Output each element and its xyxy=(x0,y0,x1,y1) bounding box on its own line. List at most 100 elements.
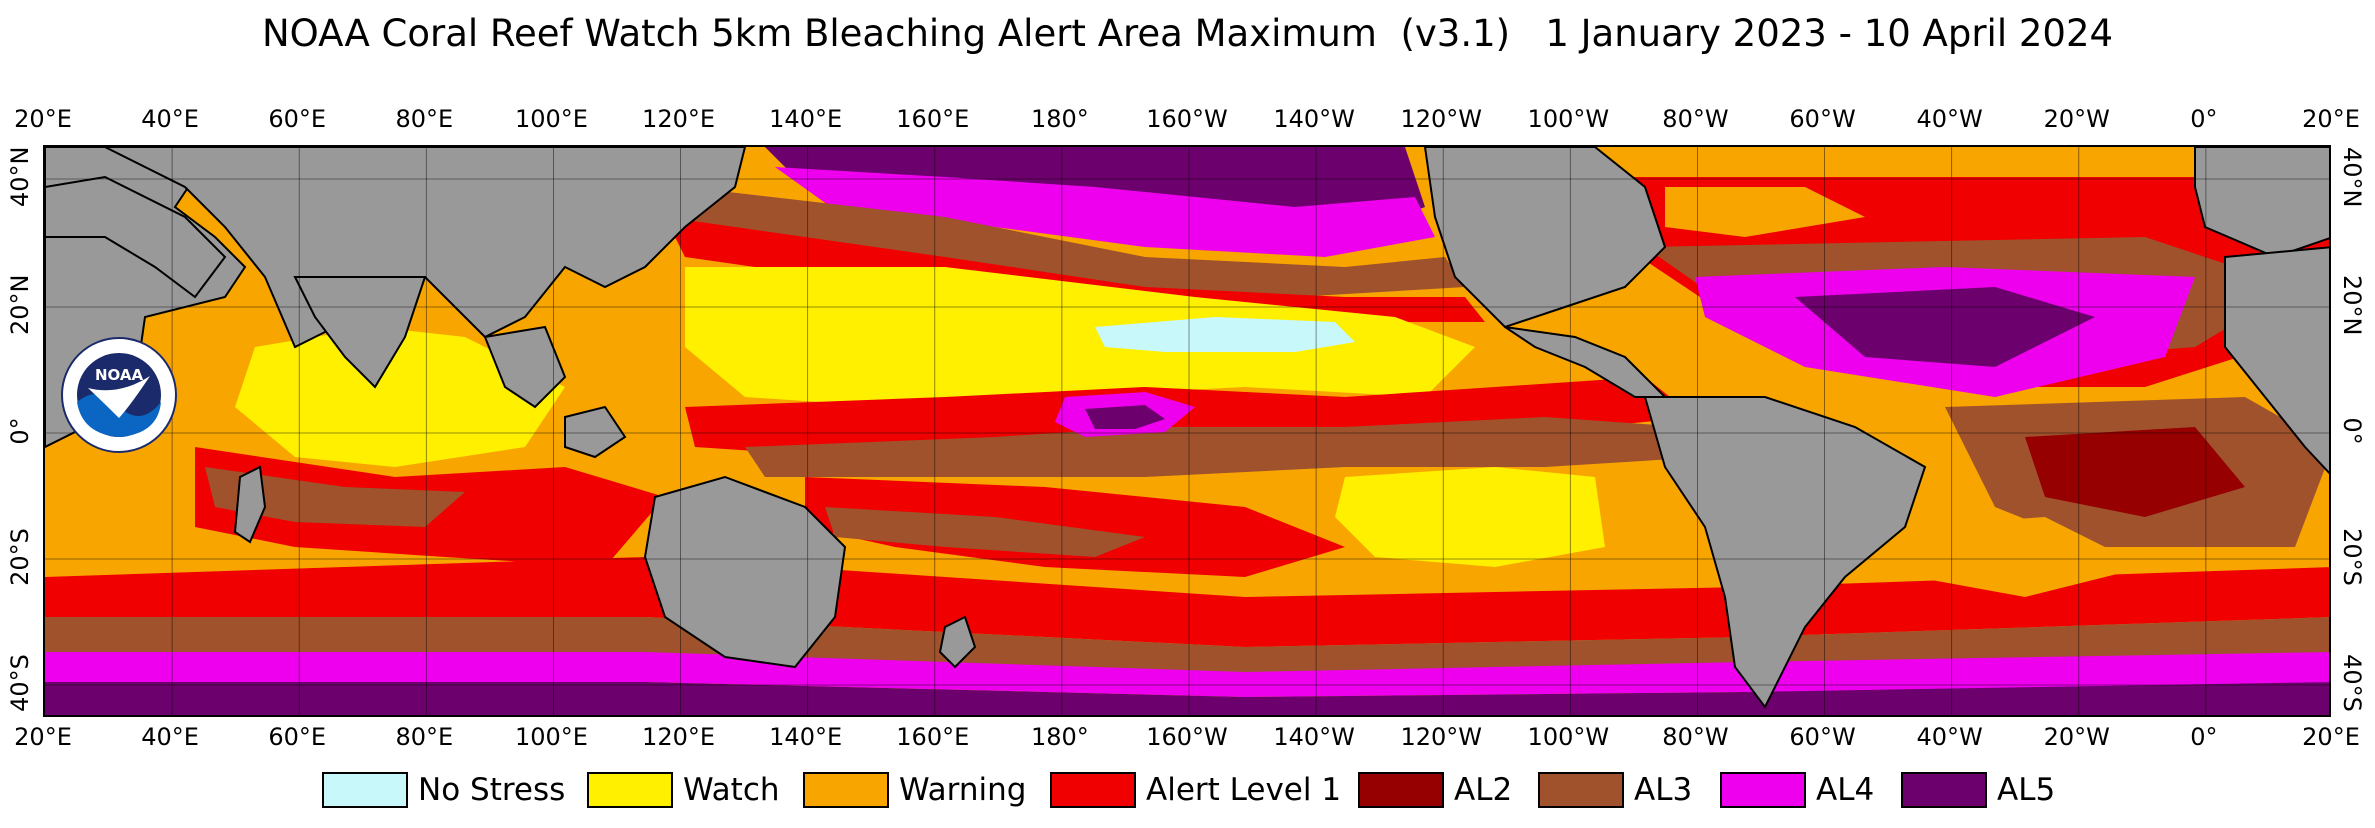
longitude-tick-label: 160°E xyxy=(896,723,970,751)
latitude-tick-label: 40°S xyxy=(2338,654,2366,712)
south-pacific-alert1 xyxy=(805,477,1345,577)
longitude-tick-label: 80°E xyxy=(395,723,454,751)
north-pacific-al4 xyxy=(775,167,1435,257)
longitude-tick-label: 100°E xyxy=(514,105,588,133)
noaa-logo-text: NOAA xyxy=(95,366,144,384)
legend-label: Warning xyxy=(899,772,1027,808)
tropical-pacific-no-stress xyxy=(1095,317,1355,352)
legend-item-al2: AL2 xyxy=(1358,770,1512,810)
legend-swatch xyxy=(587,772,673,808)
south-atlantic-al2 xyxy=(2025,427,2245,517)
borneo-land xyxy=(564,405,627,459)
longitude-tick-label: 60°W xyxy=(1789,105,1856,133)
legend-item-warning: Warning xyxy=(803,770,1026,810)
legend-item-al5: AL5 xyxy=(1901,770,2055,810)
south-atlantic-warning xyxy=(1905,517,2145,597)
map-legend: No Stress Watch Warning Alert Level 1 AL… xyxy=(0,770,2375,814)
legend-swatch xyxy=(1538,772,1624,808)
india-land xyxy=(293,276,427,389)
legend-swatch xyxy=(1901,772,1987,808)
longitude-tick-label: 60°E xyxy=(268,105,327,133)
map-title: NOAA Coral Reef Watch 5km Bleaching Aler… xyxy=(261,12,2114,55)
longitude-tick-label: 40°E xyxy=(141,105,199,133)
longitude-tick-label: 20°E xyxy=(14,723,72,751)
legend-item-watch: Watch xyxy=(587,770,780,810)
arabia-land xyxy=(45,175,227,299)
legend-item-al4: AL4 xyxy=(1720,770,1874,810)
legend-swatch xyxy=(322,772,408,808)
longitude-tick-label: 140°W xyxy=(1273,105,1355,133)
bleaching-alert-map xyxy=(43,145,2331,717)
west-africa-land xyxy=(2224,246,2329,475)
indian-ocean-watch xyxy=(235,327,565,467)
longitude-tick-label: 80°W xyxy=(1662,723,1729,751)
legend-swatch xyxy=(803,772,889,808)
longitude-tick-label: 40°E xyxy=(141,723,199,751)
longitude-tick-label: 60°E xyxy=(268,723,327,751)
latitude-tick-label: 20°N xyxy=(6,274,34,336)
longitude-tick-label: 100°W xyxy=(1527,723,1610,751)
north-america-land xyxy=(1423,147,1667,329)
latitude-tick-label: 20°S xyxy=(2338,528,2366,586)
latitude-tick-label: 40°S xyxy=(6,654,34,712)
latitude-tick-label: 0° xyxy=(6,417,34,445)
longitude-tick-label: 20°E xyxy=(2302,105,2360,133)
southern-al5 xyxy=(45,682,2329,715)
indian-ocean-al3 xyxy=(205,467,465,527)
new-zealand-land xyxy=(938,615,977,669)
longitude-tick-label: 140°W xyxy=(1273,723,1355,751)
longitude-tick-label: 20°E xyxy=(14,105,72,133)
equatorial-pacific-al3 xyxy=(745,417,1705,477)
legend-label: No Stress xyxy=(418,772,566,808)
latitude-tick-label: 40°N xyxy=(2338,147,2366,208)
legend-label: Watch xyxy=(683,772,780,808)
australia-land xyxy=(643,475,847,669)
noaa-logo-icon: NOAA xyxy=(60,336,178,454)
longitude-tick-label: 100°E xyxy=(514,723,588,751)
legend-label: Alert Level 1 xyxy=(1146,772,1342,808)
longitude-tick-label: 120°W xyxy=(1400,105,1482,133)
latitude-tick-label: 20°N xyxy=(2338,275,2366,336)
longitude-tick-label: 160°E xyxy=(896,105,970,133)
longitude-tick-label: 180° xyxy=(1030,723,1089,751)
legend-item-no-stress: No Stress xyxy=(322,770,565,810)
north-pacific-al3 xyxy=(685,187,1465,297)
longitude-tick-label: 160°W xyxy=(1146,105,1228,133)
legend-swatch xyxy=(1358,772,1444,808)
longitude-tick-label: 20°W xyxy=(2043,105,2110,133)
longitude-tick-label: 20°W xyxy=(2043,723,2110,751)
longitude-tick-label: 140°E xyxy=(769,723,843,751)
longitude-tick-label: 160°W xyxy=(1146,723,1228,751)
longitude-tick-label: 0° xyxy=(2190,105,2218,133)
longitude-tick-label: 120°E xyxy=(642,105,716,133)
north-pacific-alert1 xyxy=(665,217,1485,322)
longitude-tick-label: 20°E xyxy=(2302,723,2360,751)
map-gridlines xyxy=(45,147,2329,715)
longitude-tick-label: 40°W xyxy=(1916,723,1983,751)
longitude-tick-label: 120°W xyxy=(1400,723,1482,751)
legend-swatch xyxy=(1720,772,1806,808)
legend-label: AL2 xyxy=(1454,772,1513,808)
longitude-tick-label: 80°W xyxy=(1662,105,1729,133)
south-pacific-watch xyxy=(1335,467,1605,567)
longitude-tick-label: 180° xyxy=(1030,105,1089,133)
tropical-pacific-watch xyxy=(685,267,1475,407)
longitude-tick-label: 80°E xyxy=(395,105,454,133)
latitude-tick-label: 40°N xyxy=(6,146,34,208)
legend-label: AL3 xyxy=(1634,772,1693,808)
longitude-tick-label: 40°W xyxy=(1916,105,1983,133)
longitude-tick-label: 120°E xyxy=(642,723,716,751)
longitude-tick-label: 140°E xyxy=(769,105,843,133)
equatorial-pacific-al5 xyxy=(1085,405,1165,429)
south-america-land xyxy=(1643,396,1927,709)
latitude-tick-label: 20°S xyxy=(6,528,34,586)
madagascar-land xyxy=(233,465,267,544)
legend-item-al3: AL3 xyxy=(1538,770,1692,810)
legend-swatch xyxy=(1050,772,1136,808)
indochina-land xyxy=(483,325,567,409)
legend-label: AL5 xyxy=(1997,772,2056,808)
eurasia-land xyxy=(104,147,747,349)
longitude-tick-label: 0° xyxy=(2190,723,2218,751)
latitude-tick-label: 0° xyxy=(2338,417,2366,445)
longitude-tick-label: 60°W xyxy=(1789,723,1856,751)
